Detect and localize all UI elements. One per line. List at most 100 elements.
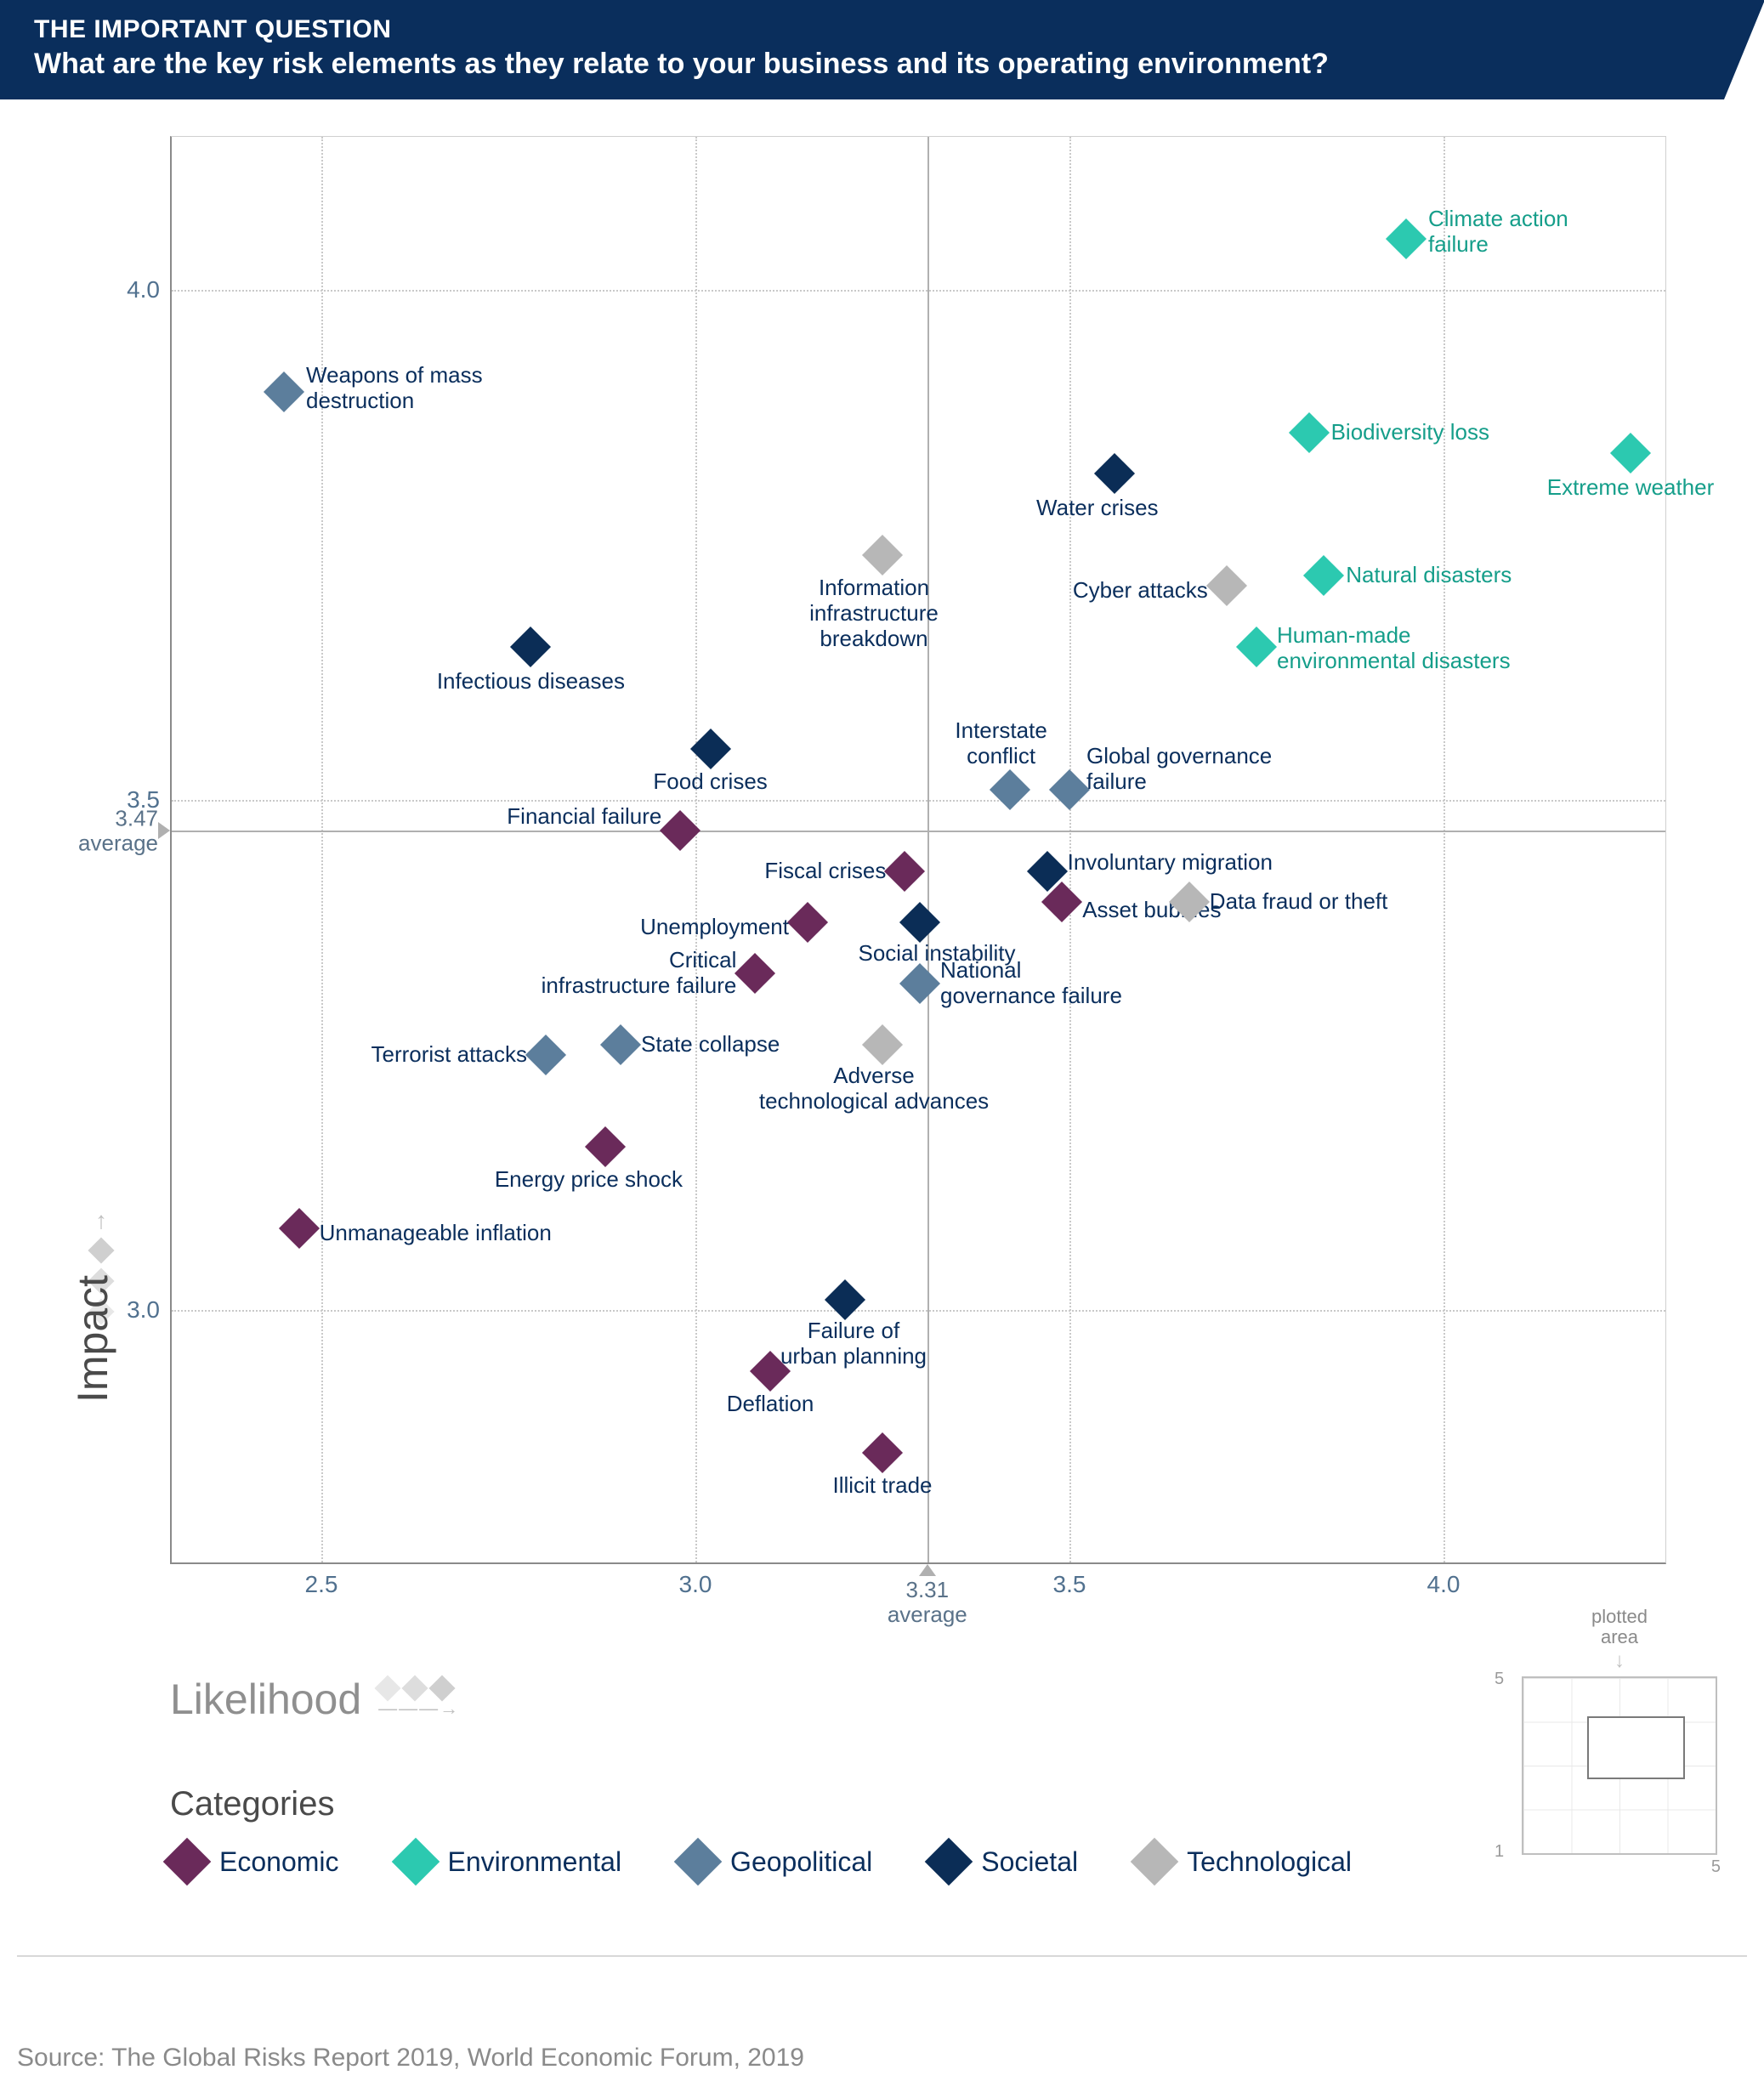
data-point-label: Global governance failure bbox=[1086, 744, 1272, 795]
data-point-label: Financial failure bbox=[507, 804, 661, 830]
x-axis-title: Likelihood ———→ bbox=[170, 1675, 460, 1724]
diamond-icon bbox=[1131, 1838, 1179, 1886]
data-point-marker bbox=[1303, 555, 1344, 596]
data-point-label: Human-made environmental disasters bbox=[1277, 623, 1511, 674]
data-point-marker bbox=[600, 1024, 641, 1065]
data-point-label: Failure of urban planning bbox=[780, 1318, 927, 1369]
data-point-label: Critical infrastructure failure bbox=[542, 948, 737, 999]
x-tick-label: 2.5 bbox=[305, 1571, 338, 1598]
minimap-inner bbox=[1587, 1716, 1685, 1779]
header-banner: THE IMPORTANT QUESTION What are the key … bbox=[0, 0, 1764, 99]
legend-item: Environmental bbox=[399, 1845, 622, 1879]
data-point-label: Climate action failure bbox=[1428, 207, 1568, 258]
data-point-marker bbox=[510, 627, 551, 667]
data-point-marker bbox=[1049, 769, 1090, 810]
data-point-label: Illicit trade bbox=[832, 1473, 932, 1499]
data-point-label: Terrorist attacks bbox=[372, 1042, 528, 1068]
data-point-label: Fiscal crises bbox=[764, 859, 886, 884]
data-point-label: National governance failure bbox=[940, 958, 1122, 1009]
header-question: What are the key risk elements as they r… bbox=[34, 48, 1730, 81]
x-average-label: 3.31 average bbox=[888, 1578, 967, 1626]
data-point-label: Infectious diseases bbox=[437, 669, 625, 695]
y-tick-label: 3.0 bbox=[127, 1296, 160, 1324]
legend: Economic Environmental Geopolitical Societa… bbox=[170, 1845, 1352, 1879]
data-point-marker bbox=[787, 902, 828, 943]
data-point-label: Unmanageable inflation bbox=[320, 1221, 552, 1246]
y-average-label: 3.47 average bbox=[78, 806, 158, 854]
data-point-marker bbox=[585, 1126, 626, 1167]
plot-area: 2.53.03.54.03.03.54.03.31 average3.47 av… bbox=[170, 136, 1666, 1564]
data-point-marker bbox=[862, 1024, 903, 1065]
data-point-label: Extreme weather bbox=[1547, 475, 1715, 501]
data-point-marker bbox=[884, 851, 925, 892]
legend-title: Categories bbox=[170, 1785, 334, 1823]
legend-item: Geopolitical bbox=[681, 1845, 872, 1879]
data-point-label: Weapons of mass destruction bbox=[306, 363, 483, 414]
source-text: Source: The Global Risks Report 2019, Wo… bbox=[17, 2044, 804, 2072]
legend-item: Economic bbox=[170, 1845, 339, 1879]
data-point-label: Data fraud or theft bbox=[1210, 889, 1388, 915]
gridline-v bbox=[695, 137, 697, 1562]
y-axis-title: Impact bbox=[68, 1275, 117, 1403]
y-tick-label: 4.0 bbox=[127, 276, 160, 303]
minimap-tick: 5 bbox=[1495, 1670, 1504, 1689]
legend-item: Technological bbox=[1137, 1845, 1352, 1879]
x-tick-label: 3.5 bbox=[1053, 1571, 1086, 1598]
data-point-marker bbox=[1386, 218, 1427, 259]
data-point-marker bbox=[899, 902, 940, 943]
x-tick-label: 4.0 bbox=[1427, 1571, 1461, 1598]
arrow-down-icon: ↓ bbox=[1509, 1649, 1730, 1673]
data-point-marker bbox=[1289, 412, 1330, 453]
x-axis-title-text: Likelihood bbox=[170, 1675, 361, 1724]
data-point-label: Information infrastructure breakdown bbox=[809, 576, 939, 652]
data-point-label: Interstate conflict bbox=[955, 718, 1046, 769]
data-point-marker bbox=[1094, 453, 1135, 494]
data-point-label: Adverse technological advances bbox=[759, 1063, 989, 1114]
gridline-h bbox=[172, 1310, 1665, 1312]
triangle-right-icon bbox=[158, 822, 170, 839]
data-point-label: State collapse bbox=[641, 1032, 780, 1058]
data-point-marker bbox=[264, 371, 304, 412]
diamond-icon bbox=[163, 1838, 212, 1886]
data-point-label: Biodiversity loss bbox=[1331, 420, 1489, 445]
data-point-marker bbox=[525, 1035, 566, 1075]
gridline-h bbox=[172, 800, 1665, 802]
data-point-label: Involuntary migration bbox=[1068, 850, 1273, 876]
data-point-marker bbox=[990, 769, 1030, 810]
scatter-plot: 2.53.03.54.03.03.54.03.31 average3.47 av… bbox=[170, 136, 1666, 1564]
gridline-h bbox=[172, 290, 1665, 292]
data-point-marker bbox=[1206, 565, 1247, 606]
data-point-label: Cyber attacks bbox=[1073, 578, 1208, 604]
minimap-label: plotted area bbox=[1509, 1607, 1730, 1647]
legend-label: Geopolitical bbox=[730, 1846, 872, 1878]
minimap-tick: 1 bbox=[1495, 1842, 1504, 1862]
header-kicker: THE IMPORTANT QUESTION bbox=[34, 15, 1730, 44]
triangle-up-icon bbox=[919, 1564, 936, 1576]
data-point-marker bbox=[1610, 433, 1651, 473]
data-point-marker bbox=[899, 963, 940, 1004]
diamond-icon bbox=[925, 1838, 973, 1886]
y-average-line bbox=[172, 831, 1665, 832]
legend-item: Societal bbox=[932, 1845, 1078, 1879]
data-point-label: Food crises bbox=[653, 769, 767, 795]
data-point-label: Natural disasters bbox=[1346, 563, 1512, 588]
data-point-label: Energy price shock bbox=[495, 1167, 683, 1193]
data-point-label: Unemployment bbox=[640, 915, 789, 940]
minimap-box: 1 5 5 bbox=[1522, 1676, 1717, 1855]
minimap: plotted area ↓ 1 5 5 bbox=[1509, 1607, 1730, 1855]
data-point-marker bbox=[825, 1279, 865, 1320]
x-average-line bbox=[927, 137, 929, 1562]
minimap-tick: 5 bbox=[1711, 1857, 1721, 1877]
legend-label: Technological bbox=[1187, 1846, 1352, 1878]
chart-container: THE IMPORTANT QUESTION What are the key … bbox=[0, 0, 1764, 2098]
data-point-marker bbox=[279, 1208, 320, 1249]
diamond-icon bbox=[674, 1838, 723, 1886]
gridline-v bbox=[321, 137, 323, 1562]
diamond-icon bbox=[391, 1838, 440, 1886]
x-tick-label: 3.0 bbox=[679, 1571, 712, 1598]
data-point-label: Deflation bbox=[727, 1392, 814, 1417]
legend-label: Economic bbox=[219, 1846, 339, 1878]
legend-label: Environmental bbox=[448, 1846, 622, 1878]
data-point-marker bbox=[1236, 627, 1277, 667]
separator bbox=[17, 1955, 1747, 1957]
